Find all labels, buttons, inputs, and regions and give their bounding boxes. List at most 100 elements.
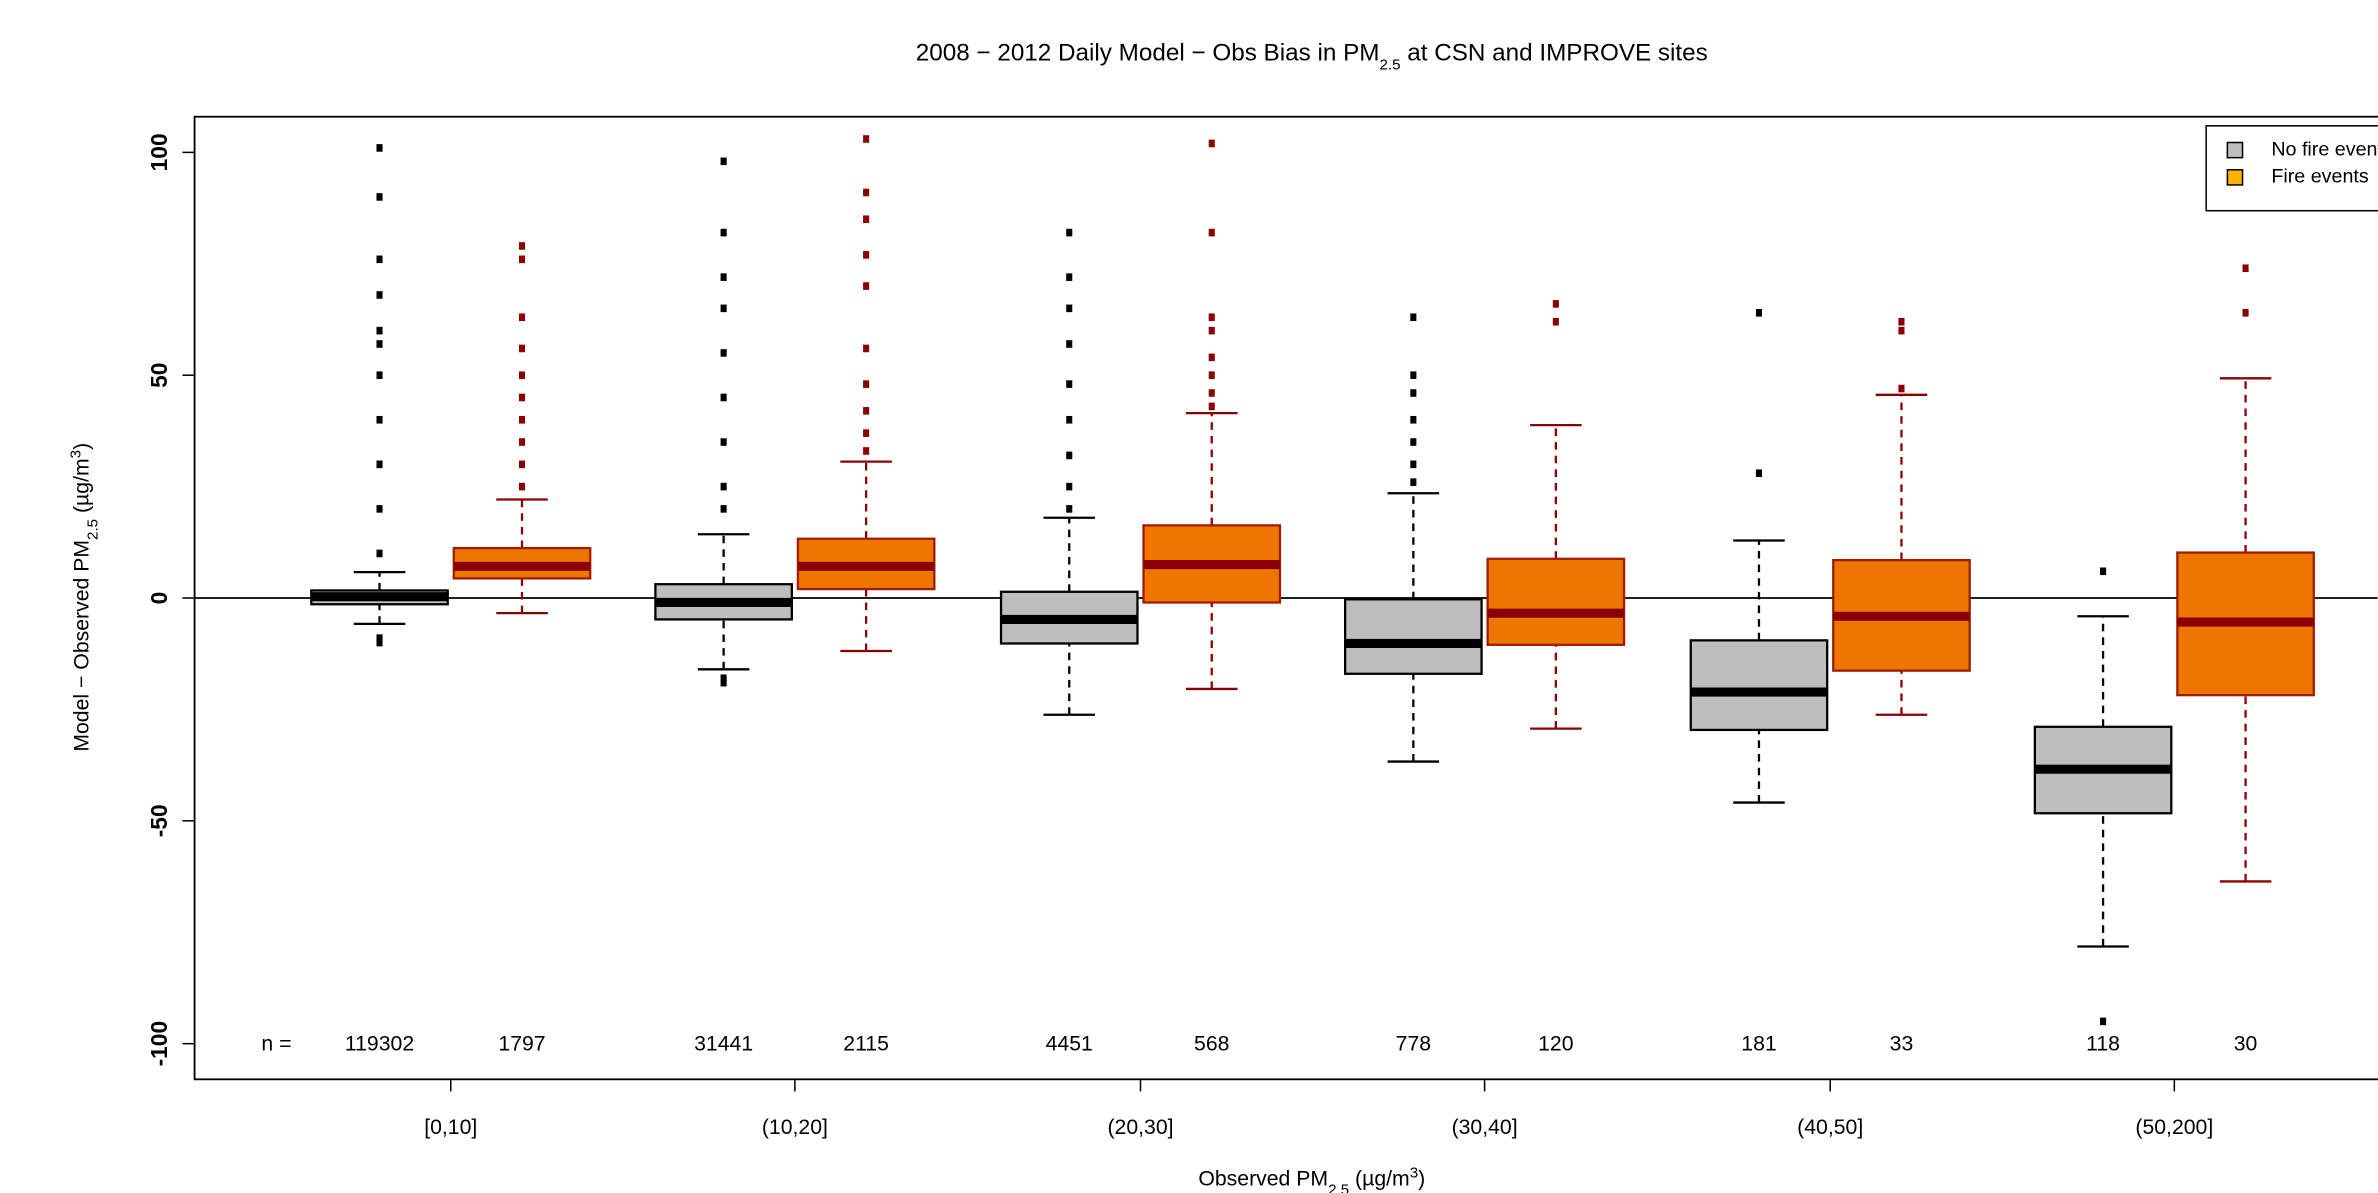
x-tick-label: (40,50] — [1797, 1116, 1863, 1139]
outlier — [720, 393, 727, 402]
legend-swatch — [2226, 141, 2244, 159]
count-label: 31441 — [694, 1033, 753, 1056]
outlier — [376, 255, 383, 264]
outlier — [1208, 353, 1215, 362]
outlier — [863, 215, 870, 224]
y-tick-label: 100 — [146, 133, 172, 171]
outlier — [518, 482, 526, 491]
legend-swatch — [2226, 169, 2244, 186]
count-label: 33 — [1890, 1033, 1914, 1056]
outlier — [720, 678, 727, 687]
outlier — [1410, 460, 1417, 469]
outlier — [1208, 313, 1215, 322]
outlier — [863, 282, 870, 290]
outlier — [1208, 389, 1215, 397]
label-part: at CSN and IMPROVE sites — [1401, 40, 1708, 67]
box — [1486, 557, 1626, 646]
outlier — [1066, 228, 1073, 237]
outlier — [376, 415, 383, 424]
legend-label: No fire events — [2271, 138, 2378, 160]
label-part: 3 — [67, 450, 84, 458]
outlier — [1208, 402, 1215, 411]
count-label: 120 — [1538, 1033, 1573, 1056]
outlier — [1066, 482, 1073, 491]
label-part: 2.5 — [1379, 56, 1400, 73]
outlier — [720, 438, 727, 446]
label-part: Observed PM — [1198, 1167, 1328, 1190]
outlier — [518, 242, 526, 250]
outlier — [1208, 371, 1215, 379]
legend-box — [2205, 125, 2378, 212]
count-label: 568 — [1194, 1033, 1229, 1056]
outlier — [376, 634, 383, 642]
outlier — [1066, 304, 1073, 313]
outlier — [518, 255, 526, 264]
outlier — [518, 460, 526, 469]
label-part: Model − Observed PM — [70, 540, 93, 752]
outlier — [720, 228, 727, 237]
outlier — [1410, 478, 1417, 486]
outlier — [1066, 505, 1073, 513]
label-part: (µg/m — [70, 458, 93, 519]
outlier — [863, 344, 870, 353]
outlier — [863, 429, 870, 437]
count-label: 1797 — [498, 1033, 545, 1056]
outlier — [376, 460, 383, 469]
outlier — [1066, 415, 1073, 424]
outlier — [863, 251, 870, 259]
outlier — [1066, 273, 1073, 281]
outlier — [518, 393, 526, 402]
y-tick-label: 0 — [146, 592, 172, 605]
outlier — [1410, 371, 1417, 379]
label-part: 2.5 — [84, 519, 101, 540]
x-tick-label: (20,30] — [1107, 1116, 1173, 1139]
outlier — [376, 638, 383, 647]
x-tick-label: (50,200] — [2135, 1116, 2213, 1139]
outlier — [1552, 300, 1559, 308]
outlier — [720, 349, 727, 357]
outlier — [1755, 309, 1763, 317]
x-tick-label: (10,20] — [762, 1116, 828, 1139]
y-tick-label: 50 — [146, 363, 172, 388]
label-part: 3 — [1410, 1164, 1418, 1181]
outlier — [1066, 340, 1073, 348]
count-label: 181 — [1741, 1033, 1776, 1056]
label-part: 2008 − 2012 Daily Model − Obs Bias in PM — [916, 40, 1380, 67]
legend-label: Fire events — [2271, 166, 2369, 188]
x-tick-label: [0,10] — [424, 1116, 477, 1139]
outlier — [1066, 380, 1073, 388]
label-part: ) — [1418, 1167, 1425, 1190]
outlier — [863, 447, 870, 455]
count-label: 2115 — [843, 1033, 889, 1056]
outlier — [1898, 317, 1905, 326]
label-part: (µg/m — [1349, 1167, 1410, 1190]
outlier — [863, 380, 870, 388]
outlier — [1410, 389, 1417, 397]
outlier — [1066, 451, 1073, 460]
y-tick-label: -50 — [146, 804, 172, 837]
outlier — [720, 674, 727, 683]
outlier — [376, 340, 383, 348]
outlier — [720, 482, 727, 491]
n-label: n = — [261, 1033, 291, 1056]
outlier — [2242, 264, 2249, 273]
outlier — [1410, 313, 1417, 322]
outlier — [2100, 1017, 2107, 1026]
count-label: 119302 — [345, 1033, 414, 1056]
outlier — [376, 326, 383, 335]
outlier — [2242, 309, 2249, 317]
outlier — [1898, 326, 1905, 335]
outlier — [376, 371, 383, 379]
label-part: 2.5 — [1328, 1181, 1349, 1193]
outlier — [376, 193, 383, 201]
outlier — [2100, 567, 2107, 576]
outlier — [1898, 384, 1905, 393]
outlier — [518, 371, 526, 379]
x-axis-label: Observed PM2.5 (µg/m3) — [1198, 1164, 1425, 1193]
outlier — [518, 438, 526, 446]
box — [1689, 639, 1829, 732]
outlier — [376, 549, 383, 558]
outlier — [376, 291, 383, 299]
outlier — [376, 144, 383, 152]
